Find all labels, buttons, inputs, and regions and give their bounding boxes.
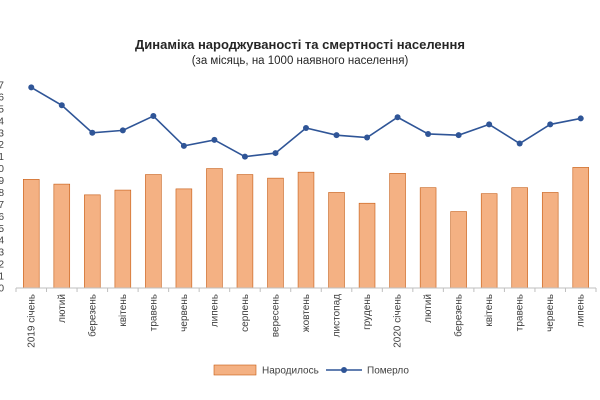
point-deaths xyxy=(211,136,218,143)
bar-births xyxy=(389,173,406,289)
point-deaths xyxy=(241,153,248,160)
y-tick-label: 17 xyxy=(0,81,4,92)
x-tick-label: 2019 січень xyxy=(26,294,37,348)
x-tick-label: червень xyxy=(545,294,556,332)
x-axis: 2019 січень лютий березень квітень травень че… xyxy=(15,287,597,348)
x-tick-label: вересень xyxy=(270,294,281,337)
x-tick-label: грудень xyxy=(362,294,373,330)
y-tick-label: 11 xyxy=(0,152,4,163)
point-deaths xyxy=(425,130,432,137)
y-tick-label: 8 xyxy=(0,188,4,199)
legend-label-deaths: Померло xyxy=(367,366,409,377)
bar-births xyxy=(297,171,315,289)
point-deaths xyxy=(394,114,401,121)
bar-births xyxy=(145,174,162,289)
chart-title: Динаміка народжуваності та смертності на… xyxy=(135,37,465,52)
point-deaths xyxy=(180,142,187,149)
bar-births xyxy=(267,177,284,289)
y-tick-label: 9 xyxy=(0,176,4,187)
point-deaths xyxy=(119,127,126,134)
y-tick-label: 12 xyxy=(0,140,4,151)
chart-subtitle: (за місяць, на 1000 наявного населення) xyxy=(191,55,409,67)
point-deaths xyxy=(455,132,462,139)
x-tick-label: листопад xyxy=(332,294,343,337)
y-tick-label: 0 xyxy=(0,284,4,295)
y-axis: 01234567891011121314151617 xyxy=(0,81,4,295)
y-tick-label: 14 xyxy=(0,116,4,127)
line-series-deaths xyxy=(28,84,584,160)
x-tick-label: серпень xyxy=(240,294,251,332)
legend-marker-deaths xyxy=(341,367,347,373)
bar-births xyxy=(84,194,101,289)
bar-births xyxy=(328,192,345,289)
x-tick-label: липень xyxy=(209,294,220,327)
x-tick-label: квітень xyxy=(118,294,129,327)
point-deaths xyxy=(333,132,340,139)
point-deaths xyxy=(58,102,65,109)
x-tick-label: травень xyxy=(148,294,159,331)
y-tick-label: 3 xyxy=(0,248,4,259)
y-tick-label: 1 xyxy=(0,272,4,283)
x-tick-label: лютий xyxy=(57,294,68,323)
bar-births xyxy=(236,174,254,289)
point-deaths xyxy=(89,129,96,136)
x-tick-label: липень xyxy=(576,294,587,327)
bar-series-births xyxy=(23,167,589,289)
bar-births xyxy=(450,211,467,289)
legend-label-births: Народилось xyxy=(262,366,319,377)
bar-births xyxy=(53,183,71,289)
bar-births xyxy=(541,192,559,289)
y-tick-label: 13 xyxy=(0,128,4,139)
x-tick-label: лютий xyxy=(423,294,434,323)
point-deaths xyxy=(150,113,157,120)
bar-births xyxy=(480,193,498,289)
point-deaths xyxy=(547,121,554,128)
point-deaths xyxy=(272,150,279,157)
line-deaths xyxy=(30,86,581,158)
y-tick-label: 2 xyxy=(0,260,4,271)
y-tick-label: 16 xyxy=(0,92,4,103)
x-tick-label: квітень xyxy=(484,294,495,327)
bar-births xyxy=(419,187,437,289)
x-tick-label: 2020 січень xyxy=(393,294,404,348)
x-tick-label: березень xyxy=(453,294,465,337)
x-tick-label: жовтень xyxy=(301,294,312,332)
point-deaths xyxy=(516,140,523,147)
point-deaths xyxy=(28,84,35,91)
x-tick-label: березень xyxy=(86,294,98,337)
y-tick-label: 7 xyxy=(0,200,4,211)
bar-births xyxy=(358,202,376,289)
point-deaths xyxy=(577,115,584,122)
bar-births xyxy=(175,188,193,289)
bar-births xyxy=(572,167,589,289)
bar-births xyxy=(206,168,223,289)
legend-swatch-births xyxy=(213,364,257,376)
y-tick-label: 10 xyxy=(0,164,4,175)
y-tick-label: 5 xyxy=(0,224,4,235)
y-tick-label: 6 xyxy=(0,212,4,223)
x-tick-label: червень xyxy=(179,294,190,332)
point-deaths xyxy=(486,121,493,128)
bar-births xyxy=(23,179,40,289)
point-deaths xyxy=(364,134,371,141)
legend: Народилось Померло xyxy=(213,364,409,377)
y-tick-label: 4 xyxy=(0,236,4,247)
bar-births xyxy=(511,187,528,289)
y-tick-label: 15 xyxy=(0,104,4,115)
bar-births xyxy=(114,189,132,289)
x-tick-label: травень xyxy=(515,294,526,331)
point-deaths xyxy=(303,124,309,131)
